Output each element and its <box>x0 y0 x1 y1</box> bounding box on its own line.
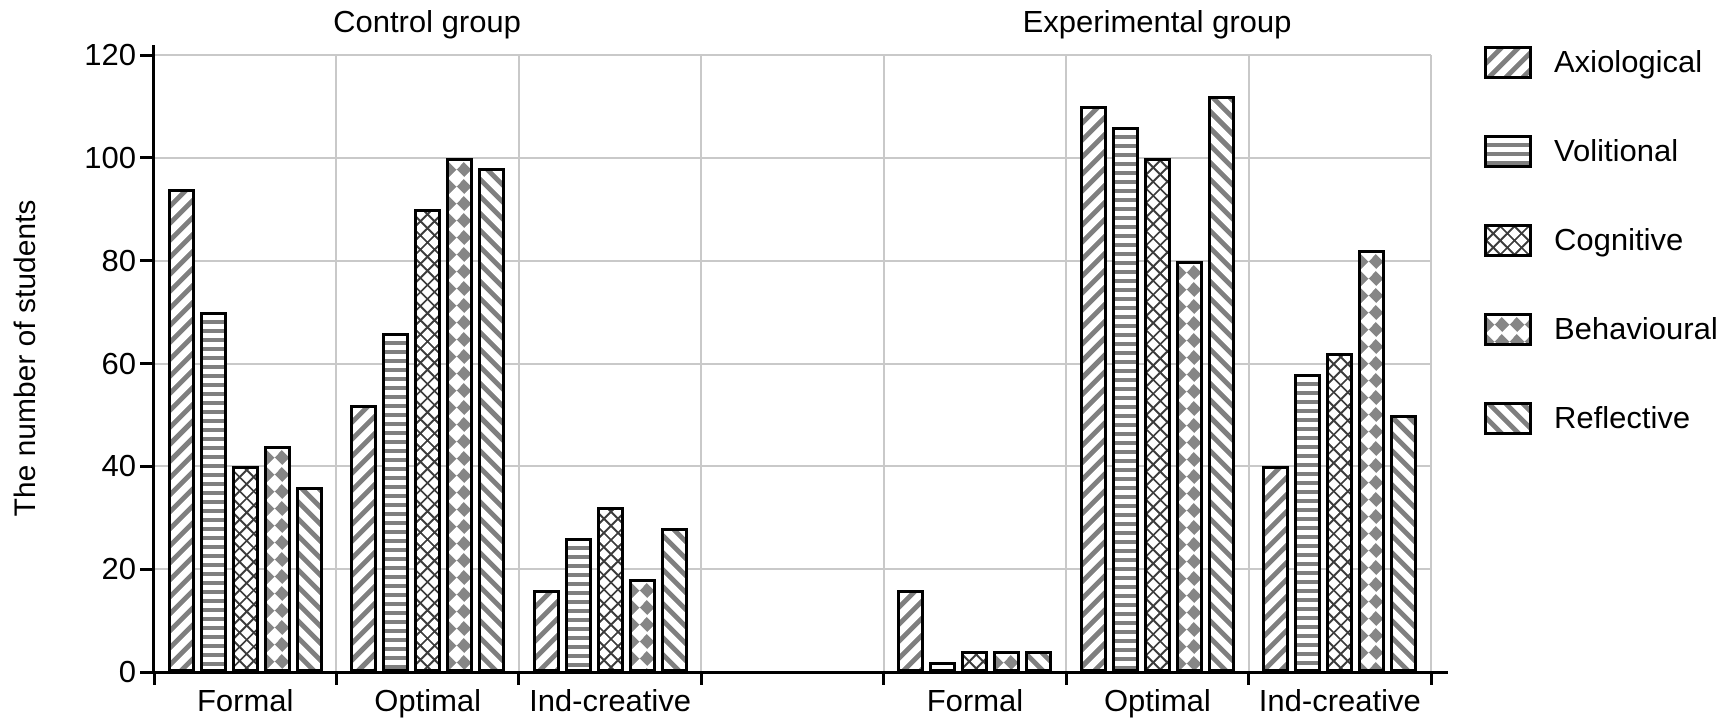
y-axis-tick <box>140 259 152 263</box>
y-axis-tick <box>140 567 152 571</box>
y-axis-title: The number of students <box>9 199 42 517</box>
group-title-control: Control group <box>333 4 521 39</box>
gridline-vertical <box>1247 55 1250 672</box>
bar-cluster-experimental-formal <box>884 55 1066 672</box>
bar-experimental-formal-axiological <box>897 590 925 672</box>
bar-control-formal-behavioural <box>263 446 291 672</box>
bar-experimental-optimal-axiological <box>1079 106 1107 672</box>
bar-experimental-formal-volitional <box>929 662 957 672</box>
dotted-crosshatch-swatch-icon <box>1484 223 1532 257</box>
y-axis-tick-label: 100 <box>84 139 136 175</box>
legend-label-cognitive: Cognitive <box>1554 222 1684 257</box>
bar-control-formal-reflective <box>295 487 323 672</box>
bar-experimental-formal-reflective <box>1025 651 1053 672</box>
bar-experimental-optimal-reflective <box>1207 96 1235 672</box>
bar-cluster-control-formal <box>154 55 336 672</box>
gridline-horizontal <box>154 54 1431 56</box>
gray-diamonds-swatch-icon <box>1484 312 1532 346</box>
x-axis-tick <box>517 672 521 685</box>
bar-cluster-experimental-optimal <box>1066 55 1248 672</box>
x-axis-tick <box>1429 672 1433 685</box>
y-axis-tick-label: 60 <box>101 345 136 381</box>
bar-control-ind-creative-cognitive <box>596 507 624 672</box>
y-axis-tick <box>140 362 152 365</box>
bar-control-optimal-axiological <box>350 405 378 672</box>
y-axis-tick-label: 120 <box>84 37 136 72</box>
x-axis-category-label-experimental-ind-creative: Ind-creative <box>1258 683 1421 718</box>
gridline-vertical <box>1430 55 1432 672</box>
bar-experimental-formal-behavioural <box>993 651 1021 672</box>
x-axis-category-label-control-optimal: Optimal <box>374 683 482 718</box>
legend-label-volitional: Volitional <box>1554 133 1679 168</box>
bar-experimental-ind-creative-volitional <box>1294 374 1322 672</box>
gridline-vertical <box>1065 55 1068 672</box>
x-axis-category-label-control-formal: Formal <box>196 683 294 718</box>
bar-control-optimal-behavioural <box>446 158 474 672</box>
gridline-vertical <box>517 55 520 672</box>
legend-label-behavioural: Behavioural <box>1554 311 1718 346</box>
x-axis-tick <box>1064 672 1068 685</box>
bar-control-optimal-volitional <box>382 333 410 672</box>
legend-item-reflective: Reflective <box>1484 401 1690 435</box>
diagonal-up-hatch-swatch-icon <box>1484 45 1532 79</box>
bar-cluster-control-optimal <box>336 55 518 672</box>
bar-control-ind-creative-behavioural <box>628 579 656 672</box>
bar-experimental-ind-creative-reflective <box>1390 415 1418 672</box>
bar-control-formal-cognitive <box>231 466 259 672</box>
y-axis-tick <box>140 156 152 160</box>
y-axis-tick-label: 20 <box>101 551 136 587</box>
x-axis-category-label-experimental-formal: Formal <box>926 683 1024 718</box>
legend-item-volitional: Volitional <box>1484 134 1678 168</box>
y-axis-tick-label: 80 <box>101 242 136 278</box>
y-axis-tick <box>140 53 152 57</box>
x-axis-tick <box>334 672 338 685</box>
horizontal-lines-swatch-icon <box>1484 134 1532 168</box>
bar-experimental-optimal-cognitive <box>1143 158 1171 672</box>
y-axis-line <box>152 45 155 674</box>
bar-experimental-ind-creative-behavioural <box>1358 250 1386 672</box>
x-axis-tick <box>699 672 703 685</box>
bar-control-formal-volitional <box>199 312 227 672</box>
gridline-horizontal <box>154 259 1431 262</box>
bar-cluster-control-ind-creative <box>519 55 701 672</box>
bar-control-ind-creative-axiological <box>532 590 560 672</box>
diagonal-down-hatch-swatch-icon <box>1484 401 1532 435</box>
x-axis-tick <box>152 672 156 685</box>
gridline-vertical <box>882 55 885 672</box>
gridline-horizontal <box>154 465 1431 468</box>
bar-experimental-formal-cognitive <box>961 651 989 672</box>
x-axis-tick <box>882 672 886 685</box>
gridline-horizontal <box>154 156 1431 159</box>
gridline-vertical <box>700 55 703 672</box>
y-axis-tick-label: 0 <box>118 654 136 689</box>
legend-item-cognitive: Cognitive <box>1484 223 1683 257</box>
legend-label-reflective: Reflective <box>1554 400 1691 435</box>
bar-cluster-experimental-ind-creative <box>1249 55 1431 672</box>
y-axis-tick-label: 40 <box>101 448 136 484</box>
gridline-vertical <box>335 55 338 672</box>
x-axis-category-label-control-ind-creative: Ind-creative <box>529 683 692 718</box>
group-title-experimental: Experimental group <box>1022 4 1292 39</box>
legend-item-axiological: Axiological <box>1484 45 1702 79</box>
x-axis-tick <box>1247 672 1251 685</box>
bar-control-optimal-reflective <box>478 168 506 672</box>
bar-control-ind-creative-volitional <box>564 538 592 672</box>
y-axis-tick <box>140 464 152 468</box>
legend-label-axiological: Axiological <box>1554 44 1703 79</box>
bar-experimental-ind-creative-cognitive <box>1326 353 1354 672</box>
gridline-horizontal <box>154 568 1431 571</box>
bar-control-ind-creative-reflective <box>660 528 688 672</box>
bar-experimental-optimal-behavioural <box>1175 261 1203 672</box>
y-axis-tick <box>140 670 152 674</box>
x-axis-line <box>146 671 1448 674</box>
bar-control-formal-axiological <box>167 189 195 672</box>
bar-experimental-optimal-volitional <box>1111 127 1139 672</box>
legend-item-behavioural: Behavioural <box>1484 312 1718 346</box>
gridline-horizontal <box>154 362 1431 365</box>
bar-experimental-ind-creative-axiological <box>1262 466 1290 672</box>
bar-control-optimal-cognitive <box>414 209 442 672</box>
x-axis-category-label-experimental-optimal: Optimal <box>1103 683 1211 718</box>
